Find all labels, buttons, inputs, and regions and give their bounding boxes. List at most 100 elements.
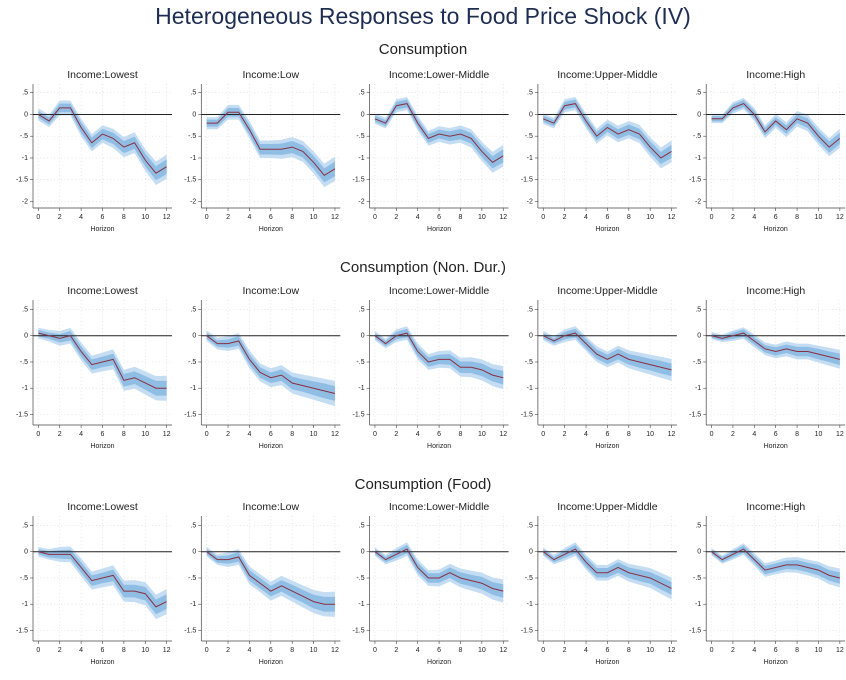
confidence-band <box>711 545 840 584</box>
x-tick-label: 2 <box>731 431 735 438</box>
y-tick-label: -1.5 <box>521 177 533 184</box>
y-tick-label: -1 <box>190 155 196 162</box>
x-tick-label: 4 <box>247 647 251 654</box>
y-tick-label: -1 <box>527 155 533 162</box>
x-tick-label: 2 <box>394 214 398 221</box>
x-tick-label: 4 <box>584 214 588 221</box>
y-tick-label: -1 <box>695 155 701 162</box>
y-tick-label: -.5 <box>356 133 364 140</box>
y-tick-label: -1.5 <box>16 177 28 184</box>
x-tick-label: 12 <box>668 647 676 654</box>
y-tick-label: 0 <box>361 111 365 118</box>
x-tick-label: 10 <box>478 431 486 438</box>
section-title: Consumption (Food) <box>355 476 492 493</box>
panel-title: Income:Upper-Middle <box>557 501 658 513</box>
y-tick-label: .5 <box>359 306 365 313</box>
y-tick-label: .5 <box>190 90 196 97</box>
x-tick-label: 0 <box>205 431 209 438</box>
x-tick-label: 12 <box>331 431 339 438</box>
line <box>206 111 336 177</box>
x-tick-label: 10 <box>310 214 318 221</box>
y-tick-label: 0 <box>192 549 196 556</box>
y-tick-label: -2 <box>190 198 196 205</box>
line <box>542 548 672 589</box>
y-tick-label: 0 <box>697 333 701 340</box>
x-tick-label: 6 <box>269 431 273 438</box>
y-tick-label: -.5 <box>188 133 196 140</box>
x-axis-label: Horizon <box>595 226 619 233</box>
x-tick-label: 8 <box>627 647 631 654</box>
x-tick-label: 6 <box>437 214 441 221</box>
y-tick-label: .5 <box>527 306 533 313</box>
y-tick-label: .5 <box>22 306 28 313</box>
x-tick-label: 8 <box>795 431 799 438</box>
y-tick-label: -1 <box>22 155 28 162</box>
y-tick-label: -1 <box>527 385 533 392</box>
x-tick-label: 8 <box>627 431 631 438</box>
section-title: Consumption (Non. Dur.) <box>340 259 506 276</box>
y-tick-label: 0 <box>529 549 533 556</box>
y-tick-label: -1.5 <box>689 177 701 184</box>
x-tick-label: 0 <box>36 214 40 221</box>
y-tick-label: -.5 <box>20 575 28 582</box>
x-tick-label: 2 <box>563 214 567 221</box>
x-tick-label: 0 <box>373 431 377 438</box>
x-tick-label: 6 <box>101 214 105 221</box>
y-tick-label: -1.5 <box>521 411 533 418</box>
confidence-band <box>38 103 167 181</box>
panel-title: Income:High <box>746 501 805 513</box>
panel-title: Income:Lower-Middle <box>389 69 490 81</box>
y-tick-label: -1.5 <box>16 411 28 418</box>
y-tick-label: -1 <box>358 155 364 162</box>
x-tick-label: 10 <box>646 431 654 438</box>
y-tick-label: -1 <box>22 601 28 608</box>
x-tick-label: 8 <box>459 214 463 221</box>
chart-title: Heterogeneous Responses to Food Price Sh… <box>155 3 691 29</box>
x-axis-label: Horizon <box>764 659 788 666</box>
x-tick-label: 6 <box>774 647 778 654</box>
panel-title: Income:High <box>746 69 805 81</box>
x-tick-label: 4 <box>584 431 588 438</box>
x-tick-label: 2 <box>394 431 398 438</box>
x-tick-label: 0 <box>541 647 545 654</box>
x-tick-label: 10 <box>310 647 318 654</box>
y-tick-label: 0 <box>24 549 28 556</box>
y-tick-label: .5 <box>359 90 365 97</box>
y-tick-label: 0 <box>529 111 533 118</box>
y-tick-label: -1 <box>695 385 701 392</box>
panel-title: Income:Low <box>242 501 299 513</box>
y-tick-label: -1 <box>190 385 196 392</box>
confidence-band <box>711 97 840 157</box>
confidence-band <box>543 544 672 595</box>
x-tick-label: 6 <box>101 647 105 654</box>
x-tick-label: 2 <box>563 431 567 438</box>
y-tick-label: -1 <box>695 601 701 608</box>
x-tick-label: 0 <box>36 431 40 438</box>
confidence-band <box>711 329 840 366</box>
y-tick-label: .5 <box>190 306 196 313</box>
line <box>543 103 672 159</box>
y-tick-label: -.5 <box>20 133 28 140</box>
panel-title: Income:Lowest <box>67 285 138 297</box>
x-tick-label: 10 <box>141 431 149 438</box>
y-tick-label: -.5 <box>693 575 701 582</box>
y-tick-label: -1.5 <box>184 411 196 418</box>
confidence-band <box>38 329 167 396</box>
x-tick-label: 10 <box>310 431 318 438</box>
y-tick-label: -2 <box>358 198 364 205</box>
x-tick-label: 10 <box>478 214 486 221</box>
y-tick-label: -.5 <box>693 359 701 366</box>
y-tick-label: -1 <box>190 601 196 608</box>
x-tick-label: 4 <box>752 214 756 221</box>
y-tick-label: -1.5 <box>184 627 196 634</box>
x-tick-label: 2 <box>731 647 735 654</box>
confidence-band <box>374 328 504 385</box>
x-tick-label: 10 <box>815 214 823 221</box>
y-tick-label: 0 <box>192 111 196 118</box>
y-tick-label: .5 <box>695 522 701 529</box>
y-tick-label: .5 <box>527 522 533 529</box>
x-tick-label: 4 <box>416 431 420 438</box>
y-tick-label: -2 <box>695 198 701 205</box>
panel-title: Income:Low <box>242 285 299 297</box>
y-tick-label: -1 <box>358 385 364 392</box>
